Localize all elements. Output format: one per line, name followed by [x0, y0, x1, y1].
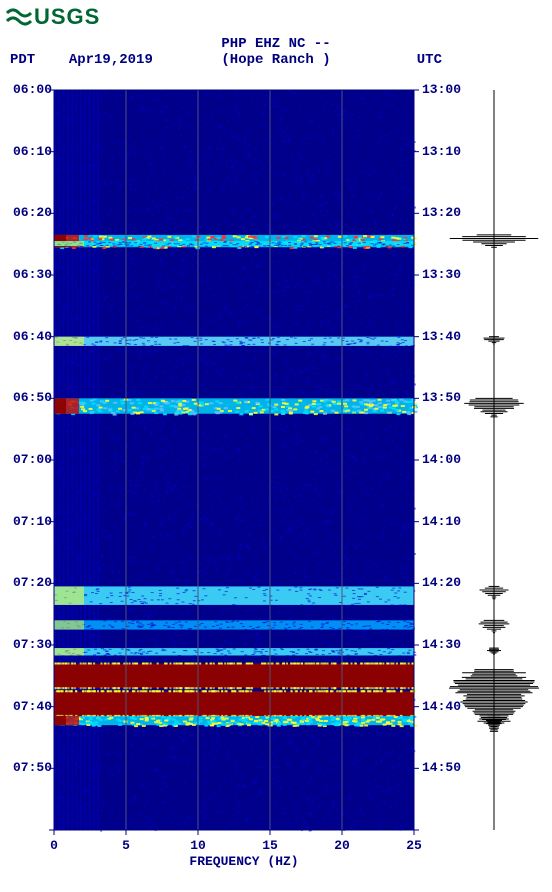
- freq-tick-10: 10: [178, 838, 218, 853]
- utc-tick-14-30: 14:30: [422, 637, 472, 652]
- waveform-plot: [0, 0, 552, 892]
- utc-tick-13-50: 13:50: [422, 390, 472, 405]
- pdt-tick-07-40: 07:40: [2, 699, 52, 714]
- pdt-tick-07-30: 07:30: [2, 637, 52, 652]
- freq-tick-0: 0: [34, 838, 74, 853]
- freq-tick-25: 25: [394, 838, 434, 853]
- utc-tick-14-40: 14:40: [422, 699, 472, 714]
- utc-tick-13-00: 13:00: [422, 82, 472, 97]
- utc-tick-14-00: 14:00: [422, 452, 472, 467]
- pdt-tick-06-20: 06:20: [2, 205, 52, 220]
- utc-tick-13-30: 13:30: [422, 267, 472, 282]
- pdt-tick-06-00: 06:00: [2, 82, 52, 97]
- utc-tick-13-40: 13:40: [422, 329, 472, 344]
- utc-tick-13-10: 13:10: [422, 144, 472, 159]
- utc-tick-13-20: 13:20: [422, 205, 472, 220]
- freq-tick-15: 15: [250, 838, 290, 853]
- utc-tick-14-20: 14:20: [422, 575, 472, 590]
- x-axis-title: FREQUENCY (HZ): [164, 854, 324, 869]
- pdt-tick-07-10: 07:10: [2, 514, 52, 529]
- pdt-tick-07-20: 07:20: [2, 575, 52, 590]
- pdt-tick-06-40: 06:40: [2, 329, 52, 344]
- utc-tick-14-10: 14:10: [422, 514, 472, 529]
- pdt-tick-07-50: 07:50: [2, 760, 52, 775]
- freq-tick-20: 20: [322, 838, 362, 853]
- pdt-tick-07-00: 07:00: [2, 452, 52, 467]
- freq-tick-5: 5: [106, 838, 146, 853]
- pdt-tick-06-50: 06:50: [2, 390, 52, 405]
- pdt-tick-06-10: 06:10: [2, 144, 52, 159]
- utc-tick-14-50: 14:50: [422, 760, 472, 775]
- pdt-tick-06-30: 06:30: [2, 267, 52, 282]
